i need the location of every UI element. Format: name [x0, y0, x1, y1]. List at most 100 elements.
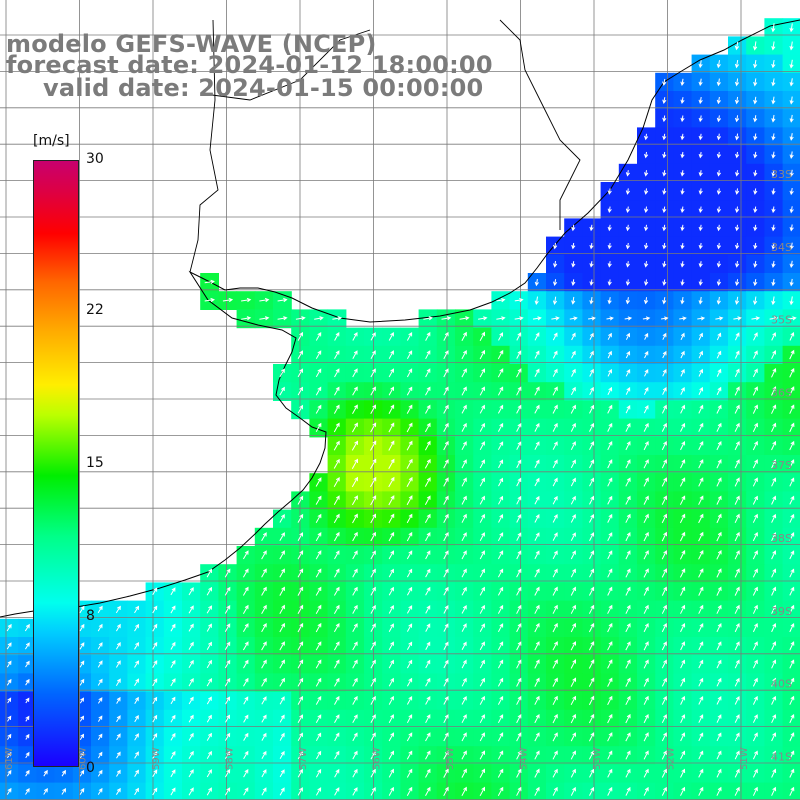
wind-arrow	[789, 224, 794, 232]
wind-arrow	[625, 513, 631, 523]
wind-arrow	[333, 641, 340, 651]
wind-arrow	[152, 587, 158, 596]
wind-arrow	[771, 477, 777, 487]
wind-arrow	[315, 677, 322, 687]
longitude-label: 53W	[592, 747, 603, 770]
wind-arrow	[789, 786, 795, 796]
wind-arrow	[698, 404, 704, 414]
wind-arrow	[406, 786, 413, 796]
wind-arrow	[516, 404, 522, 414]
wind-arrow	[661, 732, 667, 742]
wind-arrow	[406, 513, 413, 524]
wind-arrow	[789, 78, 794, 87]
wind-arrow	[607, 532, 613, 542]
wind-arrow	[771, 386, 777, 396]
wind-arrow	[698, 422, 704, 432]
wind-arrow	[261, 750, 267, 760]
wind-arrow	[406, 531, 413, 542]
wind-arrow	[188, 678, 194, 687]
wind-arrow	[771, 714, 777, 724]
wind-arrow	[734, 495, 740, 505]
wind-arrow	[188, 714, 194, 723]
wind-arrow	[79, 751, 85, 759]
wind-arrow	[206, 732, 212, 741]
wind-arrow	[188, 659, 194, 669]
wind-arrow	[734, 459, 740, 469]
wind-arrow	[698, 151, 703, 159]
wind-arrow	[279, 769, 285, 778]
wind-arrow	[769, 316, 779, 321]
wind-arrow	[589, 279, 594, 286]
wind-vectors	[6, 23, 797, 797]
wind-arrow	[771, 695, 777, 705]
wind-arrow	[607, 786, 613, 796]
wind-arrow	[388, 677, 394, 687]
wind-arrow	[661, 513, 667, 524]
wind-arrow	[625, 786, 631, 796]
wind-arrow	[716, 242, 721, 250]
wind-arrow	[716, 513, 722, 524]
wind-arrow	[315, 641, 322, 651]
wind-arrow	[333, 513, 340, 524]
wind-arrow	[789, 151, 794, 159]
wind-arrow	[625, 550, 631, 560]
wind-arrow	[716, 714, 722, 723]
wind-arrow	[570, 404, 576, 414]
wind-arrow	[279, 641, 285, 651]
wind-arrow	[752, 586, 758, 596]
wind-arrow	[789, 188, 794, 196]
wind-arrow	[552, 296, 558, 305]
wind-arrow	[644, 170, 649, 177]
wind-arrow	[534, 550, 540, 560]
wind-arrow	[716, 531, 722, 542]
wind-arrow	[206, 586, 213, 596]
wind-arrow	[625, 732, 631, 742]
wind-arrow	[607, 550, 613, 560]
wind-arrow	[789, 23, 794, 33]
wind-arrow	[698, 224, 703, 232]
wind-arrow	[333, 404, 340, 414]
wind-arrow	[644, 206, 649, 214]
wind-arrow	[406, 476, 413, 488]
wind-arrow	[188, 769, 194, 778]
wind-arrow	[643, 550, 649, 560]
wind-arrow	[297, 622, 304, 633]
wind-arrow	[680, 659, 686, 669]
longitude-label: 58W	[225, 747, 236, 770]
wind-arrow	[443, 495, 449, 505]
wind-arrow	[79, 697, 85, 704]
wind-arrow	[625, 677, 631, 687]
wind-arrow	[534, 586, 540, 596]
wind-arrow	[443, 604, 449, 614]
wind-arrow	[370, 641, 376, 651]
wind-arrow	[716, 261, 721, 268]
wind-arrow	[479, 695, 485, 705]
border-line	[189, 19, 219, 273]
wind-arrow	[534, 513, 540, 523]
wind-arrow	[315, 787, 322, 796]
wind-arrow	[242, 623, 249, 633]
wind-arrow	[716, 604, 722, 614]
colorbar-unit: [m/s]	[33, 133, 70, 149]
wind-arrow	[406, 732, 413, 742]
wind-arrow	[334, 750, 340, 760]
wind-arrow	[188, 605, 194, 614]
wind-arrow	[279, 368, 285, 378]
wind-arrow	[461, 550, 467, 560]
wind-arrow	[789, 169, 794, 178]
wind-arrow	[771, 41, 776, 51]
wind-arrow	[188, 623, 194, 632]
wind-arrow	[388, 531, 395, 542]
wind-arrow	[370, 332, 376, 341]
wind-arrow	[134, 715, 139, 723]
wind-arrow	[79, 642, 85, 650]
wind-arrow	[351, 422, 358, 433]
wind-arrow	[388, 422, 395, 433]
wind-arrow	[351, 440, 359, 451]
wind-arrow	[606, 316, 614, 321]
border-line	[499, 19, 581, 230]
wind-arrow	[534, 495, 540, 505]
wind-arrow	[771, 532, 777, 542]
wind-arrow	[406, 677, 413, 687]
wind-arrow	[406, 623, 413, 632]
